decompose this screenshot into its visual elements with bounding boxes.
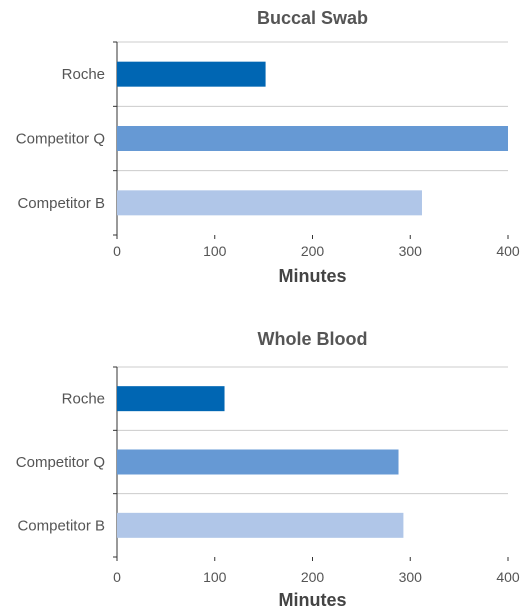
x-tick-label: 200 [301,243,325,259]
x-tick-label: 100 [203,243,227,259]
category-label: Roche [62,66,105,83]
chart-title: Buccal Swab [257,8,368,28]
chart-title: Whole Blood [258,329,368,349]
bar-competitor-b [117,190,422,216]
x-tick-label: 400 [496,569,520,585]
bar-competitor-q [117,449,399,475]
x-axis-label: Minutes [278,266,346,286]
x-tick-label: 300 [399,243,423,259]
category-label: Competitor B [17,517,105,534]
category-label: Competitor Q [16,131,105,148]
x-tick-label: 200 [301,569,325,585]
x-tick-label: 400 [496,243,520,259]
bar-roche [117,61,266,87]
x-tick-label: 0 [113,569,121,585]
bar-competitor-b [117,512,404,538]
bar-roche [117,386,225,412]
bar-competitor-q [117,126,508,151]
category-label: Roche [62,391,105,408]
x-tick-label: 300 [399,569,423,585]
x-axis-label: Minutes [278,590,346,609]
category-label: Competitor Q [16,454,105,471]
category-label: Competitor B [17,195,105,212]
x-tick-label: 0 [113,243,121,259]
x-tick-label: 100 [203,569,227,585]
